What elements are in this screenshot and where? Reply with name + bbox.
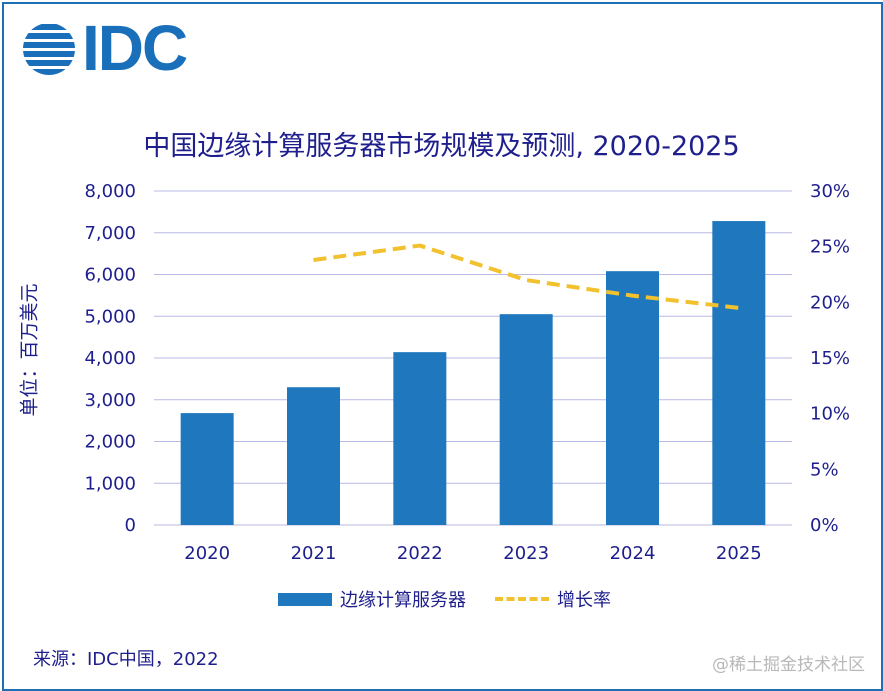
x-tick-label: 2023 xyxy=(503,543,549,564)
growth-rate-line xyxy=(313,243,740,310)
y-tick-label: 4,000 xyxy=(84,348,136,369)
x-tick-label: 2022 xyxy=(397,543,443,564)
legend-label-bars: 边缘计算服务器 xyxy=(340,590,466,611)
y-tick-label: 1,000 xyxy=(84,473,136,494)
y2-tick-label: 30% xyxy=(810,181,850,202)
source-note: 来源：IDC中国，2022 xyxy=(33,649,219,670)
chart-title: 中国边缘计算服务器市场规模及预测, 2020-2025 xyxy=(143,131,740,162)
watermark: @稀土掘金技术社区 xyxy=(712,655,865,675)
y2-tick-label: 20% xyxy=(810,292,850,313)
y2-tick-label: 10% xyxy=(810,404,850,425)
y-tick-label: 3,000 xyxy=(84,390,136,411)
y-tick-label: 2,000 xyxy=(84,432,136,453)
x-tick-label: 2021 xyxy=(291,543,337,564)
legend-item-bars: 边缘计算服务器 xyxy=(278,586,466,612)
y2-tick-label: 0% xyxy=(810,515,839,536)
x-tick-label: 2024 xyxy=(610,543,656,564)
legend-swatch-bar xyxy=(278,592,332,606)
bar xyxy=(606,271,659,525)
y-tick-label: 5,000 xyxy=(84,306,136,327)
y2-tick-label: 25% xyxy=(810,237,850,258)
bar xyxy=(712,221,766,525)
idc-logo: IDC xyxy=(22,12,202,84)
x-tick-label: 2020 xyxy=(184,543,230,564)
y-tick-label: 8,000 xyxy=(84,181,136,202)
y-tick-label: 0 xyxy=(125,515,136,536)
y-tick-label: 6,000 xyxy=(84,265,136,286)
legend-item-line: 增长率 xyxy=(495,586,611,612)
y-tick-label: 7,000 xyxy=(84,223,136,244)
bar xyxy=(499,314,553,525)
idc-logo-text: IDC xyxy=(82,12,188,84)
y2-tick-label: 5% xyxy=(810,459,839,480)
y-axis-label: 单位：百万美元 xyxy=(18,283,41,417)
bar xyxy=(180,413,234,525)
y2-tick-label: 15% xyxy=(810,348,850,369)
x-tick-label: 2025 xyxy=(716,543,762,564)
idc-globe-icon xyxy=(23,24,75,75)
legend-swatch-line xyxy=(495,597,549,601)
bar xyxy=(287,387,340,525)
legend-label-line: 增长率 xyxy=(557,590,611,611)
bar xyxy=(393,352,447,525)
